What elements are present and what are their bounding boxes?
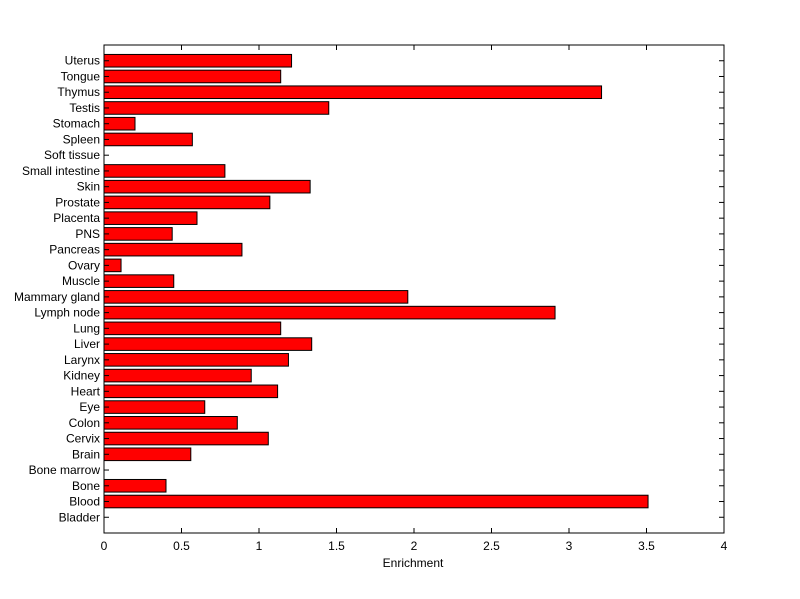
bar-blood <box>103 494 649 509</box>
category-label-heart: Heart <box>71 384 101 398</box>
category-label-colon: Colon <box>69 416 100 430</box>
category-label-cervix: Cervix <box>66 432 100 446</box>
bar-heart <box>103 384 279 399</box>
bar-brain <box>103 447 192 462</box>
category-label-spleen: Spleen <box>63 132 100 146</box>
category-label-pancreas: Pancreas <box>49 243 100 257</box>
x-axis-title: Enrichment <box>383 556 444 570</box>
category-label-uterus: Uterus <box>65 54 100 68</box>
category-label-lung: Lung <box>73 321 100 335</box>
bars-layer <box>103 53 649 509</box>
bar-prostate <box>103 195 271 210</box>
category-label-lymph-node: Lymph node <box>34 306 100 320</box>
bar-lymph-node <box>103 305 556 320</box>
x-tick-label: 2 <box>411 539 418 553</box>
category-label-mammary-gland: Mammary gland <box>14 290 100 304</box>
bar-testis <box>103 101 330 115</box>
category-label-kidney: Kidney <box>63 369 100 383</box>
bar-placenta <box>103 211 198 225</box>
category-label-brain: Brain <box>72 447 100 461</box>
category-label-small-intestine: Small intestine <box>22 164 100 178</box>
category-label-stomach: Stomach <box>53 117 100 131</box>
category-label-bone: Bone <box>72 479 100 493</box>
category-label-testis: Testis <box>69 101 100 115</box>
x-tick-label: 3.5 <box>638 539 655 553</box>
bar-larynx <box>103 353 289 367</box>
x-tick-label: 0 <box>101 539 108 553</box>
category-label-blood: Blood <box>69 495 100 509</box>
bar-liver <box>103 337 313 351</box>
bar-colon <box>103 416 238 430</box>
bar-muscle <box>103 274 175 288</box>
bar-small-intestine <box>103 164 226 178</box>
category-label-prostate: Prostate <box>55 195 100 209</box>
category-label-liver: Liver <box>74 337 100 351</box>
x-tick-label: 0.5 <box>173 539 190 553</box>
category-label-soft-tissue: Soft tissue <box>44 148 100 162</box>
bar-cervix <box>103 431 269 446</box>
category-label-skin: Skin <box>77 180 100 194</box>
bar-lung <box>103 321 282 336</box>
x-tick-label: 4 <box>721 539 728 553</box>
bar-tongue <box>103 69 282 84</box>
bar-skin <box>103 179 311 194</box>
x-tick-label: 3 <box>566 539 573 553</box>
category-label-ovary: Ovary <box>68 258 100 272</box>
bar-eye <box>103 400 206 414</box>
category-label-eye: Eye <box>79 400 100 414</box>
category-label-thymus: Thymus <box>57 85 100 99</box>
bar-mammary-gland <box>103 290 409 304</box>
bar-uterus <box>103 53 293 68</box>
bar-kidney <box>103 368 252 383</box>
axes-box <box>103 44 725 534</box>
category-label-tongue: Tongue <box>61 69 101 83</box>
bar-bone <box>103 478 167 493</box>
bar-thymus <box>103 85 603 100</box>
bar-pancreas <box>103 242 243 257</box>
x-tick-label: 2.5 <box>483 539 500 553</box>
category-label-bladder: Bladder <box>59 510 100 524</box>
x-tick-label: 1 <box>256 539 263 553</box>
bar-pns <box>103 227 173 241</box>
category-label-muscle: Muscle <box>62 274 100 288</box>
category-label-pns: PNS <box>75 227 100 241</box>
bar-spleen <box>103 132 193 147</box>
x-tick-label: 1.5 <box>328 539 345 553</box>
x-tick-labels: 0 0.5 1 1.5 2 2.5 3 3.5 4 <box>101 539 728 553</box>
category-label-placenta: Placenta <box>53 211 100 225</box>
category-label-bone-marrow: Bone marrow <box>29 463 101 477</box>
category-label-larynx: Larynx <box>64 353 100 367</box>
ticks-layer <box>103 45 725 533</box>
